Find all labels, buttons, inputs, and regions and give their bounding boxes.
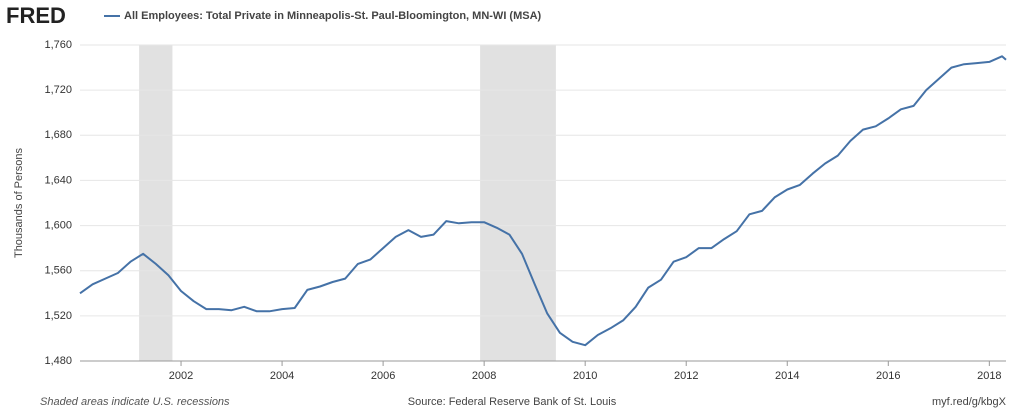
x-tick-label: 2010 [573, 370, 597, 382]
x-tick-label: 2012 [674, 370, 698, 382]
x-tick-label: 2008 [472, 370, 496, 382]
y-tick-label: 1,720 [44, 84, 72, 96]
x-tick-label: 2018 [977, 370, 1001, 382]
recession-band [139, 45, 173, 361]
x-tick-label: 2004 [270, 370, 294, 382]
y-tick-label: 1,640 [44, 174, 72, 186]
logo: FRED [6, 3, 66, 28]
x-tick-label: 2002 [169, 370, 193, 382]
x-tick-label: 2016 [876, 370, 900, 382]
footnote: Shaded areas indicate U.S. recessions [40, 396, 230, 408]
link[interactable]: myf.red/g/kbgX [932, 396, 1007, 408]
y-tick-label: 1,680 [44, 129, 72, 141]
y-tick-label: 1,520 [44, 310, 72, 322]
y-tick-label: 1,560 [44, 265, 72, 277]
legend-title: All Employees: Total Private in Minneapo… [124, 10, 542, 22]
y-axis-label: Thousands of Persons [13, 147, 25, 258]
x-tick-label: 2006 [371, 370, 395, 382]
y-tick-label: 1,480 [44, 355, 72, 367]
y-tick-label: 1,600 [44, 219, 72, 231]
x-tick-label: 2014 [775, 370, 799, 382]
recession-band [480, 45, 556, 361]
source: Source: Federal Reserve Bank of St. Loui… [408, 396, 617, 408]
series-line [79, 55, 1007, 347]
y-tick-label: 1,760 [44, 39, 72, 51]
